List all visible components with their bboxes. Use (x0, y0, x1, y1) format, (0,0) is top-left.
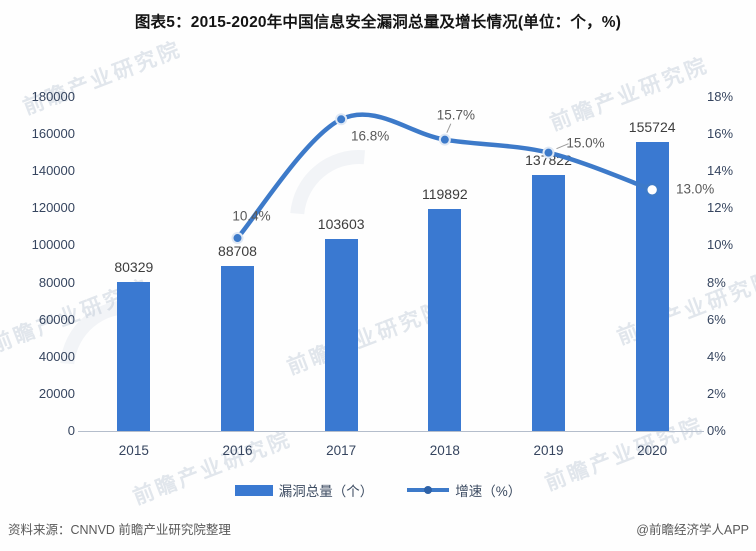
growth-value-label: 10.4% (232, 208, 271, 224)
bar-2018 (428, 208, 462, 431)
right-axis-tick: 12% (707, 200, 734, 216)
app-credit: @前瞻经济学人APP (636, 523, 749, 537)
right-axis-tick: 18% (707, 89, 734, 104)
right-axis-tick: 6% (707, 311, 726, 327)
growth-value-label: 15.0% (566, 135, 605, 151)
watermark-text: 前瞻产业研究院 (19, 37, 186, 120)
legend: 漏洞总量（个） 增速（%） (0, 480, 756, 500)
left-axis-tick: 140000 (31, 163, 75, 179)
chart-title: 图表5：2015-2020年中国信息安全漏洞总量及增长情况(单位：个，%) (134, 14, 622, 31)
x-axis-line (78, 431, 704, 432)
x-axis-label-2015: 2015 (118, 443, 149, 458)
growth-value-label: 15.7% (436, 107, 475, 123)
legend-item-growth: 增速（%） (407, 480, 521, 500)
x-axis-label-2017: 2017 (326, 443, 357, 458)
line-marker-2016 (231, 232, 244, 245)
bar-value-label: 88708 (218, 243, 257, 260)
line-marker-2017 (335, 113, 348, 126)
x-axis-label-2020: 2020 (637, 443, 668, 458)
right-axis-tick: 2% (707, 385, 726, 401)
bar-2015 (117, 281, 151, 431)
legend-label-growth: 增速（%） (455, 484, 522, 499)
line-dot-icon (407, 485, 450, 494)
left-axis-tick: 0 (67, 423, 75, 438)
bar-value-label: 103603 (317, 215, 365, 232)
right-axis-tick: 10% (707, 237, 734, 253)
bar-value-label: 119892 (421, 185, 468, 202)
bar-2017 (324, 238, 358, 431)
left-axis-tick: 180000 (31, 89, 75, 104)
x-axis-label-2016: 2016 (222, 443, 253, 458)
left-axis-tick: 60000 (38, 311, 75, 327)
watermark-text: 前瞻产业研究院 (283, 297, 450, 380)
legend-item-total: 漏洞总量（个） (234, 480, 374, 500)
bar-value-label: 155724 (628, 119, 676, 136)
left-axis-tick: 80000 (38, 274, 75, 290)
right-axis-tick: 16% (707, 126, 734, 142)
right-axis-tick: 4% (707, 348, 726, 364)
bar-2019 (532, 175, 565, 431)
right-axis-tick: 0% (707, 423, 726, 438)
line-dot-marker-icon (424, 485, 433, 494)
bar-value-label: 137822 (525, 152, 572, 169)
bar-value-label: 80329 (114, 258, 154, 275)
left-axis-tick: 40000 (38, 348, 75, 364)
right-axis-tick: 8% (707, 274, 726, 290)
right-axis-tick: 14% (707, 163, 734, 179)
bar-2020 (635, 142, 669, 431)
x-axis-label-2019: 2019 (533, 443, 564, 458)
left-axis-tick: 120000 (31, 200, 75, 216)
x-axis-label-2018: 2018 (429, 443, 460, 458)
left-axis-tick: 160000 (31, 126, 75, 142)
left-axis-tick: 20000 (38, 385, 75, 401)
growth-value-label: 13.0% (676, 181, 715, 197)
label-leader-line (446, 123, 452, 133)
line-marker-2018 (438, 133, 451, 146)
growth-value-label: 16.8% (351, 128, 390, 144)
legend-label-total: 漏洞总量（个） (278, 484, 374, 499)
bar-2016 (221, 266, 254, 431)
bar-swatch-icon (234, 484, 273, 496)
left-axis-tick: 100000 (31, 237, 75, 253)
source-note: 资料来源：CNNVD 前瞻产业研究院整理 (8, 523, 231, 537)
